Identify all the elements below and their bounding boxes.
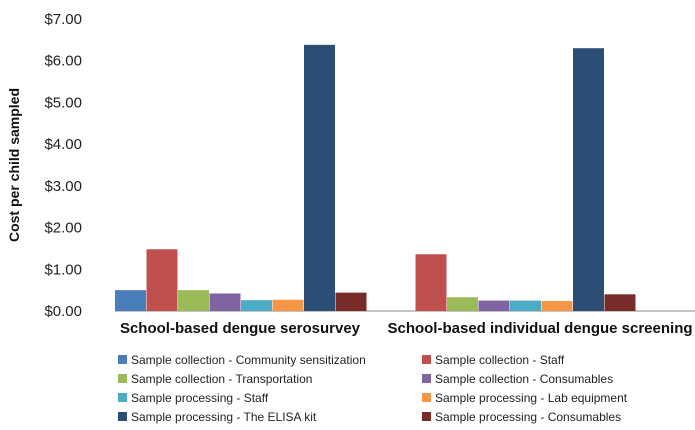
legend-entry: Sample collection - Community sensitizat…: [131, 353, 366, 367]
bar: [573, 48, 604, 311]
bars: [115, 44, 636, 312]
bar: [541, 300, 573, 311]
bar: [415, 254, 447, 311]
y-tick-label: $0.00: [44, 303, 82, 320]
bar: [447, 297, 478, 311]
y-tick-label: $2.00: [44, 220, 82, 237]
bar: [335, 292, 367, 311]
legend-entry: Sample processing - The ELISA kit: [131, 410, 317, 424]
legend-entry: Sample collection - Staff: [435, 353, 565, 367]
y-tick-label: $1.00: [44, 261, 82, 278]
bar: [510, 300, 541, 311]
legend-swatch: [422, 374, 431, 383]
legend-entry: Sample processing - Lab equipment: [435, 391, 628, 405]
y-tick-label: $6.00: [44, 53, 82, 70]
legend-entry: Sample processing - Staff: [131, 391, 269, 405]
category-labels: School-based dengue serosurvey School-bas…: [120, 320, 693, 337]
legend-entry: Sample collection - Transportation: [131, 372, 312, 386]
legend-swatch: [422, 393, 431, 402]
bar: [478, 300, 510, 311]
legend-entry: Sample collection - Consumables: [435, 372, 613, 386]
y-tick-label: $7.00: [44, 11, 82, 28]
bar: [146, 249, 178, 311]
legend-swatch: [118, 374, 127, 383]
legend: Sample collection - Community sensitizat…: [118, 353, 628, 424]
y-tick-label: $5.00: [44, 94, 82, 111]
bar: [241, 300, 272, 311]
bar: [272, 299, 304, 311]
bar: [178, 290, 209, 311]
y-tick-label: $3.00: [44, 178, 82, 195]
bar: [115, 290, 146, 311]
category-label: School-based individual dengue screening: [387, 320, 692, 337]
legend-swatch: [118, 355, 127, 364]
legend-swatch: [422, 355, 431, 364]
bar: [604, 294, 636, 311]
category-label: School-based dengue serosurvey: [120, 320, 361, 337]
y-tick-label: $4.00: [44, 136, 82, 153]
bar: [304, 44, 335, 312]
bar: [209, 293, 241, 311]
legend-swatch: [118, 412, 127, 421]
y-axis-label: Cost per child sampled: [6, 88, 22, 242]
legend-entry: Sample processing - Consumables: [435, 410, 621, 424]
legend-swatch: [118, 393, 127, 402]
y-axis-ticks: $0.00 $1.00 $2.00 $3.00 $4.00 $5.00 $6.00 $7.00: [44, 11, 82, 320]
legend-swatch: [422, 412, 431, 421]
